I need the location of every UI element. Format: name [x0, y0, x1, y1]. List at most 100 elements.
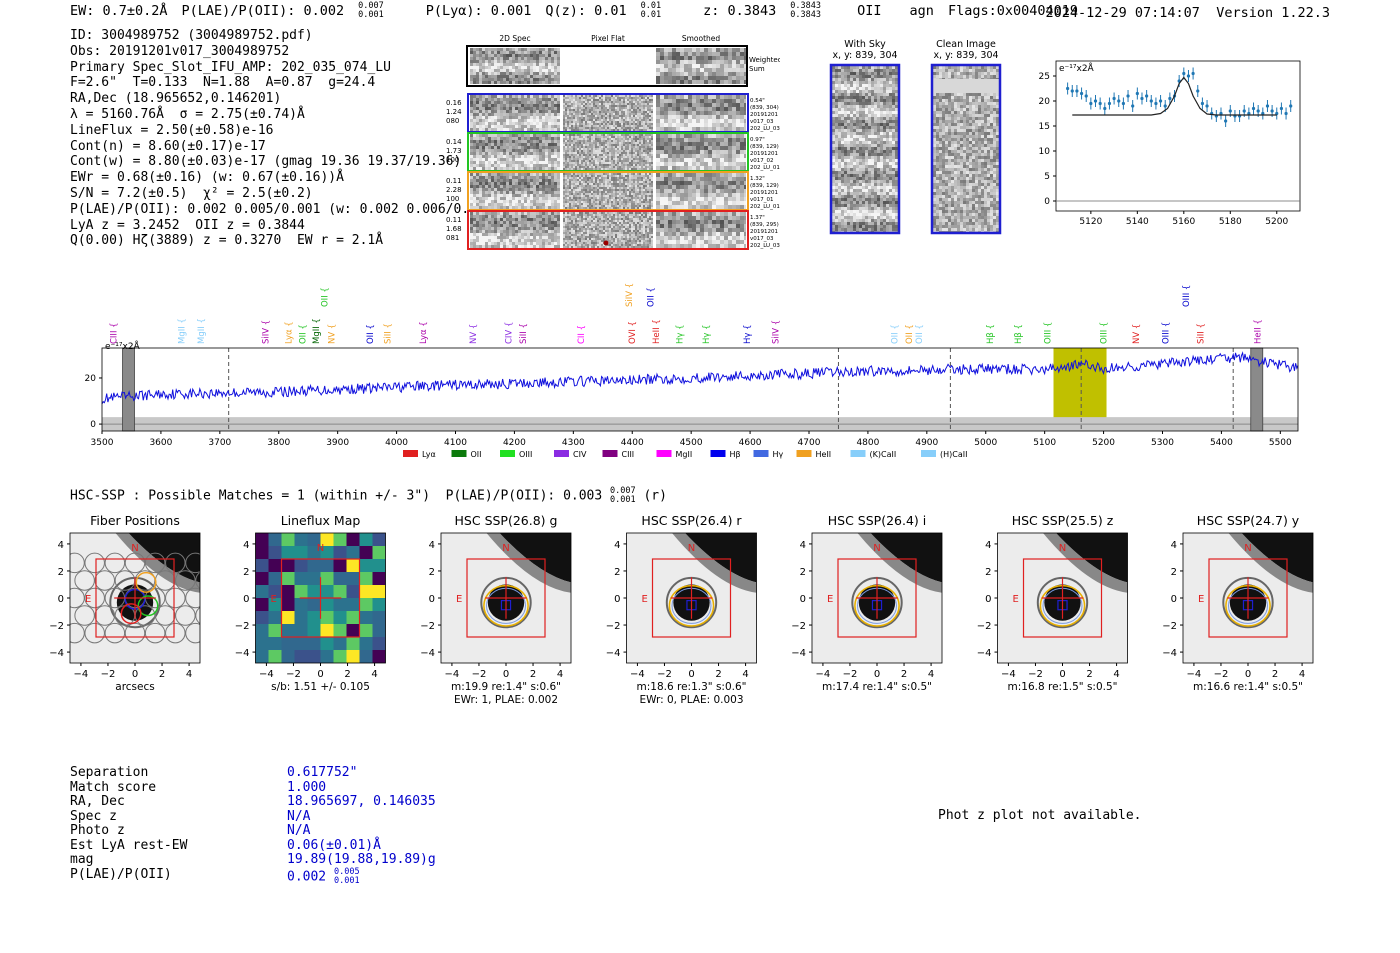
noise-pixel: [494, 230, 497, 233]
noise-pixel: [506, 104, 509, 107]
noise-pixel: [494, 161, 497, 164]
noise-pixel: [579, 99, 581, 101]
noise-pixel: [651, 134, 653, 136]
noise-pixel: [518, 149, 521, 152]
noise-pixel: [597, 95, 599, 97]
noise-pixel: [530, 69, 533, 72]
noise-pixel: [696, 52, 700, 56]
noise-pixel: [524, 60, 527, 63]
noise-pixel: [569, 125, 571, 127]
noise-pixel: [599, 140, 601, 142]
noise-pixel: [668, 146, 672, 150]
noise-pixel: [579, 121, 581, 123]
noise-pixel: [515, 158, 518, 161]
noise-pixel: [583, 154, 585, 156]
noise-pixel: [581, 146, 583, 148]
noise-pixel: [692, 52, 696, 56]
noise-pixel: [581, 158, 583, 160]
noise-pixel: [476, 194, 479, 197]
noise-pixel: [485, 107, 488, 110]
noise-pixel: [518, 194, 521, 197]
noise-pixel: [482, 161, 485, 164]
noise-pixel: [518, 176, 521, 179]
noise-pixel: [575, 109, 577, 111]
noise-pixel: [664, 56, 668, 60]
noise-pixel: [518, 57, 521, 60]
noise-pixel: [619, 195, 621, 197]
noise-pixel: [625, 205, 627, 207]
noise-pixel: [607, 109, 609, 111]
noise-pixel: [589, 119, 591, 121]
noise-pixel: [500, 182, 503, 185]
noise-pixel: [605, 117, 607, 119]
noise-pixel: [491, 57, 494, 60]
noise-pixel: [554, 188, 557, 191]
noise-pixel: [542, 128, 545, 131]
noise-pixel: [672, 138, 676, 142]
noise-pixel: [656, 64, 660, 68]
noise-pixel: [587, 207, 589, 209]
noise-pixel: [530, 134, 533, 137]
noise-pixel: [503, 167, 506, 170]
noise-pixel: [744, 68, 746, 72]
noise-pixel: [619, 95, 621, 97]
noise-pixel: [716, 119, 720, 123]
noise-pixel: [619, 201, 621, 203]
noise-pixel: [639, 156, 641, 158]
noise-pixel: [728, 193, 732, 197]
noise-pixel: [708, 99, 712, 103]
noise-pixel: [581, 191, 583, 193]
noise-pixel: [494, 215, 497, 218]
noise-pixel: [515, 101, 518, 104]
noise-pixel: [625, 173, 627, 175]
noise-pixel: [635, 181, 637, 183]
noise-pixel: [605, 123, 607, 125]
noise-pixel: [599, 101, 601, 103]
noise-pixel: [589, 207, 591, 209]
noise-pixel: [651, 142, 653, 144]
noise-pixel: [688, 76, 692, 80]
noise-pixel: [551, 194, 554, 197]
noise-pixel: [700, 189, 704, 193]
noise-pixel: [506, 128, 509, 131]
noise-pixel: [585, 168, 587, 170]
noise-pixel: [494, 125, 497, 128]
noise-pixel: [506, 119, 509, 122]
noise-pixel: [512, 57, 515, 60]
noise-pixel: [497, 63, 500, 66]
noise-pixel: [515, 98, 518, 101]
noise-pixel: [488, 158, 491, 161]
noise-pixel: [579, 164, 581, 166]
noise-pixel: [637, 148, 639, 150]
noise-pixel: [625, 136, 627, 138]
noise-pixel: [615, 168, 617, 170]
noise-pixel: [571, 148, 573, 150]
noise-pixel: [515, 224, 518, 227]
noise-pixel: [603, 99, 605, 101]
noise-pixel: [527, 69, 530, 72]
noise-pixel: [621, 125, 623, 127]
noise-pixel: [591, 150, 593, 152]
noise-pixel: [625, 164, 627, 166]
noise-pixel: [625, 140, 627, 142]
noise-pixel: [688, 111, 692, 115]
noise-pixel: [476, 122, 479, 125]
noise-pixel: [479, 182, 482, 185]
noise-pixel: [476, 176, 479, 179]
noise-pixel: [482, 206, 485, 209]
noise-pixel: [579, 203, 581, 205]
noise-pixel: [548, 149, 551, 152]
noise-pixel: [619, 99, 621, 101]
noise-pixel: [617, 115, 619, 117]
noise-pixel: [542, 66, 545, 69]
noise-pixel: [527, 60, 530, 63]
noise-pixel: [518, 81, 521, 84]
noise-pixel: [688, 127, 692, 131]
noise-pixel: [625, 201, 627, 203]
noise-pixel: [664, 162, 668, 166]
noise-pixel: [589, 142, 591, 144]
noise-pixel: [488, 140, 491, 143]
noise-pixel: [680, 60, 684, 64]
noise-pixel: [587, 181, 589, 183]
noise-pixel: [609, 140, 611, 142]
